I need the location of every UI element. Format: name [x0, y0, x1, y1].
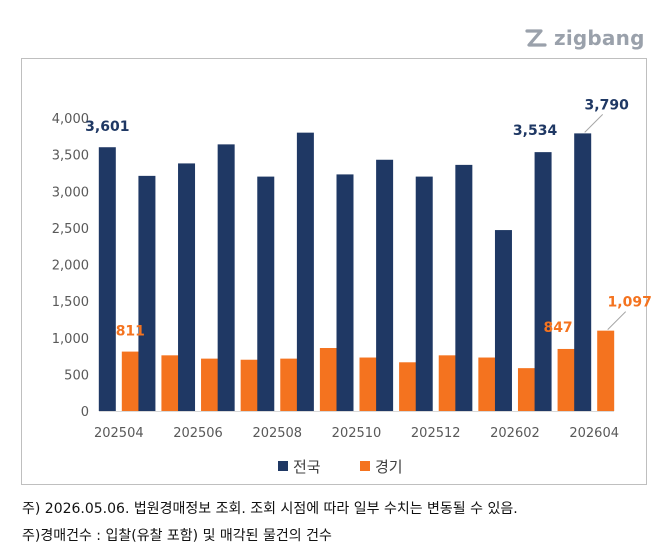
data-label: 847 — [543, 320, 572, 336]
footnote-definition: 주)경매건수 : 입찰(유찰 포함) 및 매각된 물건의 건수 — [22, 528, 332, 544]
logo-text: zigbang — [554, 26, 645, 50]
bar-national-202601 — [455, 164, 473, 411]
bar-gyeonggi-202512 — [438, 355, 456, 411]
y-tick-label: 3,000 — [52, 185, 89, 200]
y-tick-label: 3,500 — [52, 149, 89, 164]
x-tick-label: 202602 — [490, 426, 540, 441]
y-tick-label: 1,500 — [52, 295, 89, 310]
bar-national-202504 — [98, 147, 116, 411]
bar-gyeonggi-202604 — [597, 330, 615, 411]
y-tick-label: 2,500 — [52, 222, 89, 237]
legend-swatch — [278, 461, 288, 471]
legend-swatch — [360, 461, 370, 471]
bar-national-202602 — [494, 230, 512, 411]
bar-gyeonggi-202505 — [161, 355, 179, 411]
bar-national-202603 — [534, 152, 552, 411]
bar-national-202505 — [138, 175, 156, 411]
y-tick-label: 1,000 — [52, 332, 89, 347]
footnote-source: 주) 2026.05.06. 법원경매정보 조회. 조회 시점에 따라 일부 수… — [22, 501, 518, 517]
bar-national-202512 — [415, 176, 433, 411]
legend-label: 경기 — [375, 458, 403, 476]
x-tick-label: 202512 — [411, 426, 461, 441]
bar-gyeonggi-202511 — [399, 362, 417, 411]
footnotes: 주) 2026.05.06. 법원경매정보 조회. 조회 시점에 따라 일부 수… — [22, 496, 518, 550]
y-tick-label: 2,000 — [52, 259, 89, 274]
zigbang-logo-icon — [525, 29, 547, 47]
bar-national-202507 — [217, 144, 235, 411]
data-label: 3,534 — [513, 123, 558, 139]
y-tick-label: 500 — [64, 368, 89, 383]
x-tick-label: 202506 — [173, 426, 223, 441]
y-tick-label: 0 — [81, 405, 89, 420]
data-label-leader — [607, 311, 627, 330]
bar-national-202509 — [296, 132, 314, 411]
bar-gyeonggi-202601 — [478, 357, 496, 411]
x-tick-label: 202504 — [94, 426, 144, 441]
bar-gyeonggi-202510 — [359, 357, 377, 411]
bar-national-202508 — [257, 176, 275, 411]
x-tick-label: 202510 — [332, 426, 382, 441]
bar-chart: 0 500 1,000 1,500 2,000 2,500 3,000 3,500 4,000 2… — [52, 97, 652, 476]
bar-gyeonggi-202506 — [201, 358, 219, 411]
legend-label: 전국 — [293, 458, 321, 476]
x-tick-label: 202604 — [569, 426, 619, 441]
x-tick-label: 202508 — [252, 426, 302, 441]
bar-national-202506 — [178, 163, 196, 411]
chart-frame — [21, 58, 647, 485]
bar-gyeonggi-202602 — [517, 368, 535, 411]
data-label-leader — [584, 114, 604, 133]
bar-gyeonggi-202504 — [121, 351, 139, 411]
zigbang-logo: zigbang — [524, 26, 645, 50]
bar-national-202510 — [336, 174, 354, 411]
bar-gyeonggi-202603 — [557, 348, 575, 411]
data-label: 3,790 — [585, 97, 630, 113]
y-tick-label: 4,000 — [52, 112, 89, 127]
data-label: 811 — [116, 324, 145, 340]
bar-national-202604 — [574, 133, 592, 411]
bar-gyeonggi-202508 — [280, 358, 298, 411]
data-label: 1,097 — [608, 295, 652, 311]
data-label: 3,601 — [85, 119, 129, 135]
bar-gyeonggi-202507 — [240, 359, 258, 411]
bar-national-202511 — [376, 159, 394, 411]
bar-gyeonggi-202509 — [319, 348, 337, 411]
